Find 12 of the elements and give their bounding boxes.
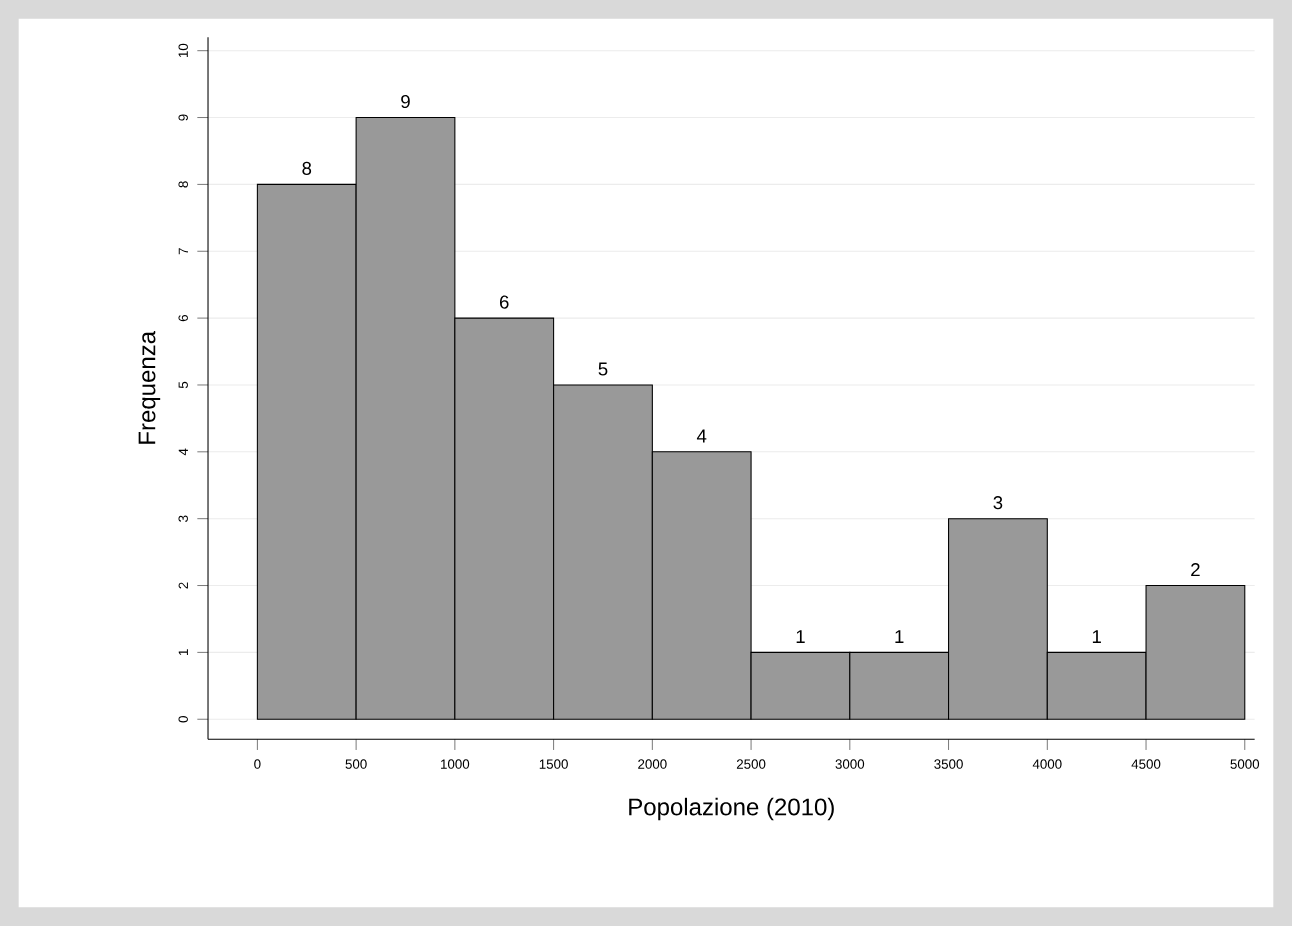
data-label: 9 <box>401 94 410 109</box>
y-axis-title: Frequenza <box>138 330 161 444</box>
data-label: 1 <box>1092 630 1101 643</box>
data-label: 8 <box>302 161 312 175</box>
data-label: 5 <box>598 362 608 376</box>
data-label: 1 <box>895 630 904 643</box>
x-axis-title: Popolazione (2010) <box>629 797 834 821</box>
data-label: 2 <box>1191 563 1200 577</box>
data-label: 6 <box>500 295 509 309</box>
data-label: 1 <box>796 630 805 643</box>
data-label: 3 <box>993 496 1003 510</box>
data-label: 4 <box>696 429 707 443</box>
